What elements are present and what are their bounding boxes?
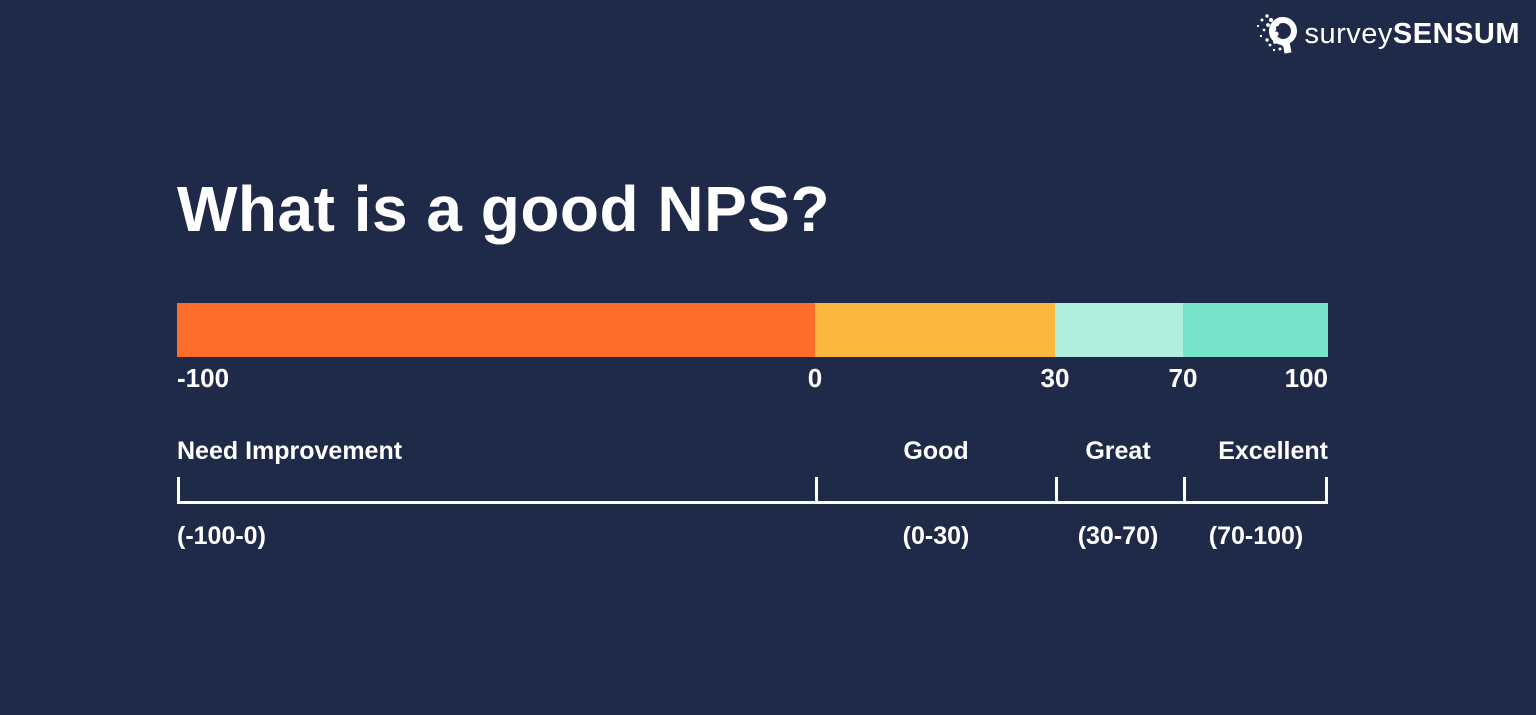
category-excellent: Excellent — [1218, 437, 1328, 465]
range-need-improvement: (-100-0) — [177, 522, 266, 550]
logo-text-sensum: SENSUM — [1392, 17, 1520, 50]
axis-tick-labels: -100 0 30 70 100 — [177, 363, 1328, 395]
range-labels: (-100-0) (0-30) (30-70) (70-100) — [177, 522, 1328, 554]
segment-need-improvement — [177, 303, 815, 357]
category-good: Good — [903, 437, 969, 465]
tick-label-minus-100: -100 — [177, 363, 230, 393]
brand-logo: surveySENSUM — [1255, 12, 1521, 56]
category-great: Great — [1085, 437, 1151, 465]
segment-great — [1055, 303, 1183, 357]
logo-wordmark: surveySENSUM — [1305, 18, 1521, 51]
category-labels: Need Improvement Good Great Excellent — [177, 437, 1328, 467]
range-great: (30-70) — [1077, 522, 1159, 550]
logo-text-survey: survey — [1304, 17, 1393, 50]
tick-label-70: 70 — [1168, 363, 1198, 393]
page-title: What is a good NPS? — [177, 173, 831, 245]
segment-good — [815, 303, 1055, 357]
range-good: (0-30) — [902, 522, 970, 550]
segment-excellent — [1183, 303, 1328, 357]
bracket-tick-minus-100 — [177, 477, 180, 504]
bracket-tick-0 — [815, 477, 818, 504]
bracket-baseline — [177, 501, 1328, 504]
range-excellent: (70-100) — [1208, 522, 1304, 550]
bracket-tick-70 — [1183, 477, 1186, 504]
magnifier-dots-icon — [1255, 12, 1299, 56]
range-bracket — [177, 477, 1328, 504]
nps-scale-bar — [177, 303, 1328, 357]
category-need-improvement: Need Improvement — [177, 437, 403, 465]
bracket-tick-30 — [1055, 477, 1058, 504]
bracket-tick-100 — [1325, 477, 1328, 504]
tick-label-100: 100 — [1284, 363, 1328, 393]
tick-label-30: 30 — [1040, 363, 1070, 393]
tick-label-0: 0 — [807, 363, 823, 393]
